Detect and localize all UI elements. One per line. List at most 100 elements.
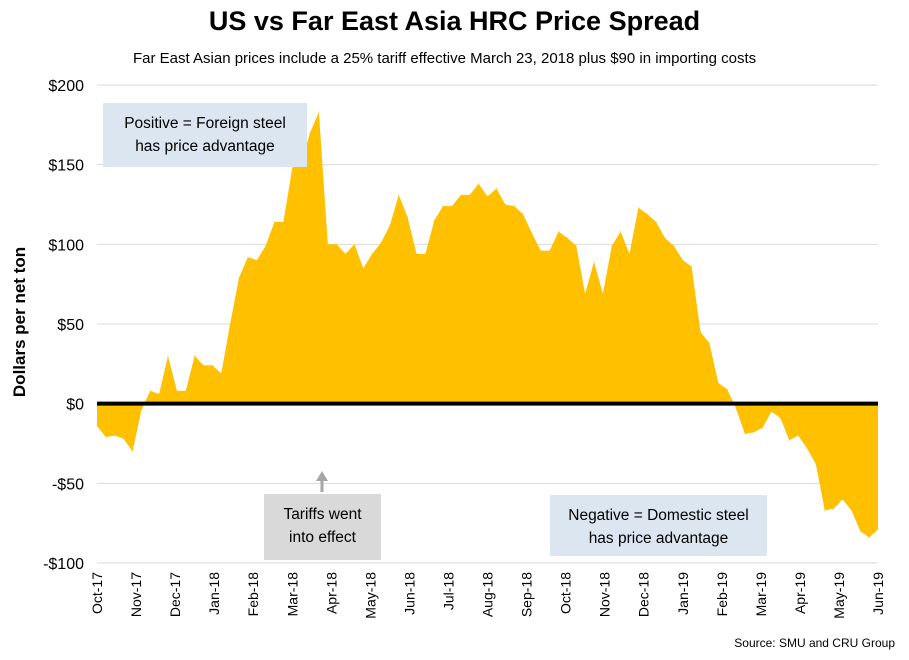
x-tick-label: May-18 xyxy=(362,572,378,619)
data-point xyxy=(238,277,240,279)
annotation-negative: Negative = Domestic steel has price adva… xyxy=(550,495,767,556)
data-point xyxy=(256,259,258,261)
data-point xyxy=(611,245,613,247)
y-tick-label: -$50 xyxy=(52,476,84,493)
data-point xyxy=(717,382,719,384)
data-point xyxy=(620,231,622,233)
data-point xyxy=(176,390,178,392)
data-point xyxy=(815,463,817,465)
data-point xyxy=(646,213,648,215)
x-tick-label: Mar-19 xyxy=(753,572,769,617)
data-point xyxy=(229,323,231,325)
data-point xyxy=(353,243,355,245)
data-point xyxy=(460,194,462,196)
x-tick-label: Dec-17 xyxy=(167,572,183,617)
chart-subtitle: Far East Asian prices include a 25% tari… xyxy=(133,50,757,67)
data-point xyxy=(504,204,506,205)
data-point xyxy=(868,537,870,539)
data-point xyxy=(96,425,98,427)
data-point xyxy=(424,253,426,255)
spread-area xyxy=(97,112,878,538)
x-tick-label: Aug-18 xyxy=(480,572,496,617)
data-point xyxy=(318,111,320,113)
source-note: Source: SMU and CRU Group xyxy=(734,636,895,650)
x-tick-label: Apr-19 xyxy=(792,572,808,614)
data-point xyxy=(779,417,781,419)
data-point xyxy=(416,253,417,255)
data-point xyxy=(691,266,693,268)
data-point xyxy=(433,219,435,221)
data-point xyxy=(247,256,249,258)
data-point xyxy=(833,508,835,510)
x-tick-label: Mar-18 xyxy=(284,572,300,617)
y-tick-label: $200 xyxy=(48,78,84,95)
data-point xyxy=(362,267,364,269)
data-point xyxy=(735,407,737,409)
x-tick-label: Oct-18 xyxy=(558,572,574,614)
x-tick-label: Feb-18 xyxy=(245,572,261,617)
y-tick-label: $50 xyxy=(57,317,84,334)
data-point xyxy=(132,450,133,452)
x-tick-label: Dec-18 xyxy=(636,572,652,617)
annotation-positive: Positive = Foreign steel has price advan… xyxy=(103,103,307,167)
data-point xyxy=(167,355,169,357)
data-point xyxy=(655,221,657,223)
data-point xyxy=(682,259,684,261)
data-point xyxy=(566,237,568,239)
y-tick-label: $0 xyxy=(66,397,84,414)
data-point xyxy=(345,253,346,255)
data-point xyxy=(371,253,373,255)
data-point xyxy=(203,364,204,366)
tariff-arrow-head-icon xyxy=(316,471,328,481)
data-point xyxy=(824,509,826,511)
annotation-tariff: Tariffs went into effect xyxy=(264,494,381,560)
data-point xyxy=(140,409,142,411)
data-point xyxy=(451,205,453,207)
data-point xyxy=(487,196,488,198)
data-point xyxy=(123,438,125,440)
data-point xyxy=(158,393,160,395)
data-point xyxy=(469,194,471,196)
data-point xyxy=(593,261,595,263)
x-tick-label: May-19 xyxy=(831,572,847,619)
data-point xyxy=(274,221,275,223)
data-point xyxy=(185,390,187,392)
data-point xyxy=(389,224,391,226)
x-tick-label: Nov-18 xyxy=(597,572,613,617)
data-point xyxy=(442,205,444,207)
data-point xyxy=(531,232,533,234)
data-point xyxy=(327,243,329,245)
data-point xyxy=(558,231,559,233)
data-point xyxy=(540,250,542,252)
y-tick-label: $150 xyxy=(48,158,84,175)
data-point xyxy=(495,188,497,190)
data-point xyxy=(637,207,639,209)
data-point xyxy=(575,245,577,247)
data-point xyxy=(407,216,409,218)
data-point xyxy=(771,411,772,413)
data-point xyxy=(602,293,604,295)
data-point xyxy=(478,183,480,185)
x-tick-label: Apr-18 xyxy=(323,572,339,614)
data-point xyxy=(513,205,515,207)
data-point xyxy=(194,355,196,357)
data-point xyxy=(522,213,524,215)
data-point xyxy=(806,447,808,449)
x-tick-label: Jan-18 xyxy=(206,572,222,615)
x-tick-label: Nov-17 xyxy=(128,572,144,617)
data-point xyxy=(584,293,586,295)
data-point xyxy=(220,372,222,374)
data-point xyxy=(700,331,701,333)
data-point xyxy=(336,243,338,245)
data-point xyxy=(211,364,213,366)
data-point xyxy=(629,253,630,255)
x-tick-label: Sep-18 xyxy=(519,572,535,617)
data-point xyxy=(726,388,728,390)
data-point xyxy=(105,436,107,438)
x-tick-label: Oct-17 xyxy=(89,572,105,614)
data-point xyxy=(114,435,116,437)
data-point xyxy=(282,221,284,223)
data-point xyxy=(291,167,293,169)
